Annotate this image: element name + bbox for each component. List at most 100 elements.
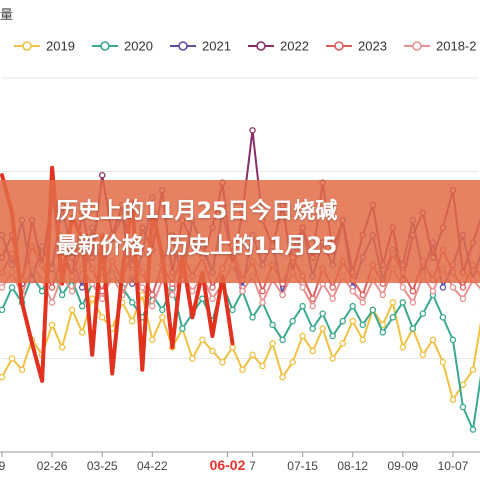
data-point-2020 (249, 314, 256, 321)
data-point-2019 (18, 366, 26, 373)
data-point-2018-2 (98, 295, 106, 302)
x-tick-label: 07-15 (287, 459, 318, 473)
data-point-2018-2 (379, 291, 387, 299)
data-point-2021 (78, 284, 86, 291)
data-point-2020 (289, 317, 296, 325)
data-point-2019 (459, 381, 467, 388)
data-point-2019 (349, 317, 356, 325)
data-point-2018-2 (459, 295, 467, 302)
legend-label: 2021 (202, 39, 231, 54)
data-point-2019 (219, 358, 226, 366)
x-tick-label: 06-02 (210, 457, 246, 473)
data-point-2019 (289, 358, 296, 366)
x-tick-label: 9 (0, 459, 6, 473)
data-point-2020 (159, 306, 166, 314)
data-point-2019 (149, 336, 156, 344)
data-point-2020 (309, 325, 316, 332)
data-point-2018-2 (239, 287, 246, 295)
data-point-2020 (129, 299, 136, 306)
data-point-2019 (209, 347, 216, 355)
data-point-2018-2 (449, 284, 457, 291)
chart-title-fragment: 量 (0, 8, 14, 23)
data-point-2019 (259, 362, 266, 370)
x-axis: 9 02-26 03-25 04-22 06-02 7 07-15 08-12 09-09 10-… (0, 451, 480, 473)
series-line-2019 (1, 293, 480, 401)
data-point-2020 (469, 426, 477, 433)
data-point-2019 (239, 366, 246, 373)
data-point-2020 (8, 284, 16, 291)
data-point-2019 (279, 373, 286, 381)
data-point-2018-2 (349, 287, 356, 295)
data-point-2018-2 (139, 284, 146, 291)
data-point-2018-2 (299, 284, 306, 291)
data-point-2018-2 (68, 287, 76, 295)
series-line-highlight (0, 165, 235, 383)
data-point-2020 (449, 336, 457, 344)
data-point-2023 (48, 284, 56, 291)
data-point-2022 (249, 127, 256, 134)
data-point-2018-2 (259, 299, 266, 306)
data-point-2020 (329, 332, 336, 340)
data-point-2020 (0, 306, 6, 314)
data-point-2018-2 (329, 295, 336, 302)
legend-label: 2019 (46, 39, 75, 54)
data-point-2019 (88, 295, 96, 302)
data-point-2020 (229, 306, 236, 314)
data-point-2019 (8, 355, 16, 362)
data-point-2020 (38, 287, 46, 295)
data-point-2020 (339, 317, 346, 325)
data-point-2020 (379, 329, 387, 336)
data-point-2019 (299, 332, 306, 340)
x-tick-label: 09-09 (387, 459, 418, 473)
data-point-2018-2 (279, 291, 286, 299)
x-tick-label: 08-12 (337, 459, 368, 473)
data-point-2019 (68, 306, 76, 314)
data-point-2020 (399, 299, 407, 306)
x-tick-label: 04-22 (137, 459, 168, 473)
data-point-2023 (459, 284, 467, 291)
data-point-2019 (269, 340, 276, 347)
data-point-2018-2 (429, 287, 437, 295)
data-point-2020 (389, 314, 397, 321)
data-point-2020 (419, 310, 427, 317)
data-point-2019 (339, 340, 346, 347)
legend-swatch-marker (22, 41, 32, 51)
data-point-2019 (469, 366, 477, 373)
data-point-2018-2 (48, 299, 56, 306)
data-point-2020 (369, 306, 377, 314)
data-point-2018-2 (359, 299, 367, 306)
data-point-2019 (429, 336, 437, 344)
data-point-2021 (439, 284, 447, 291)
data-point-2019 (359, 336, 367, 344)
data-point-2018-2 (189, 287, 196, 295)
data-point-2020 (359, 321, 367, 329)
headline-line-1: 历史上的11月25日今日烧碱 (56, 199, 338, 224)
data-point-2019 (449, 396, 457, 403)
headline-line-2: 最新价格，历史上的11月25 (56, 234, 338, 259)
data-point-2020 (279, 336, 286, 344)
chart-legend: 2019 2020 2021 2022 2023 2018-2 (14, 39, 476, 54)
data-point-2019 (0, 373, 6, 381)
series-line-2020 (1, 264, 480, 431)
data-point-2019 (189, 355, 196, 362)
legend-swatch-marker (412, 41, 422, 51)
data-point-2018-2 (0, 284, 6, 291)
legend-swatch-marker (178, 41, 188, 51)
data-point-2020 (319, 310, 326, 317)
data-point-2019 (199, 336, 206, 344)
data-point-2020 (299, 302, 306, 310)
data-point-2020 (58, 291, 66, 299)
data-point-2020 (439, 314, 447, 321)
x-tick-label: 10-07 (438, 459, 469, 473)
x-tick-label: 02-26 (37, 459, 68, 473)
legend-label: 2018-2 (436, 39, 476, 54)
data-point-2019 (78, 329, 86, 336)
legend-label: 2022 (280, 39, 309, 54)
data-point-2023 (149, 291, 156, 299)
data-point-2019 (309, 347, 316, 355)
legend-swatch-marker (334, 41, 344, 51)
legend-label: 2020 (124, 39, 153, 54)
data-point-2020 (269, 321, 276, 329)
data-point-2020 (179, 325, 186, 332)
legend-swatch-marker (100, 41, 110, 51)
